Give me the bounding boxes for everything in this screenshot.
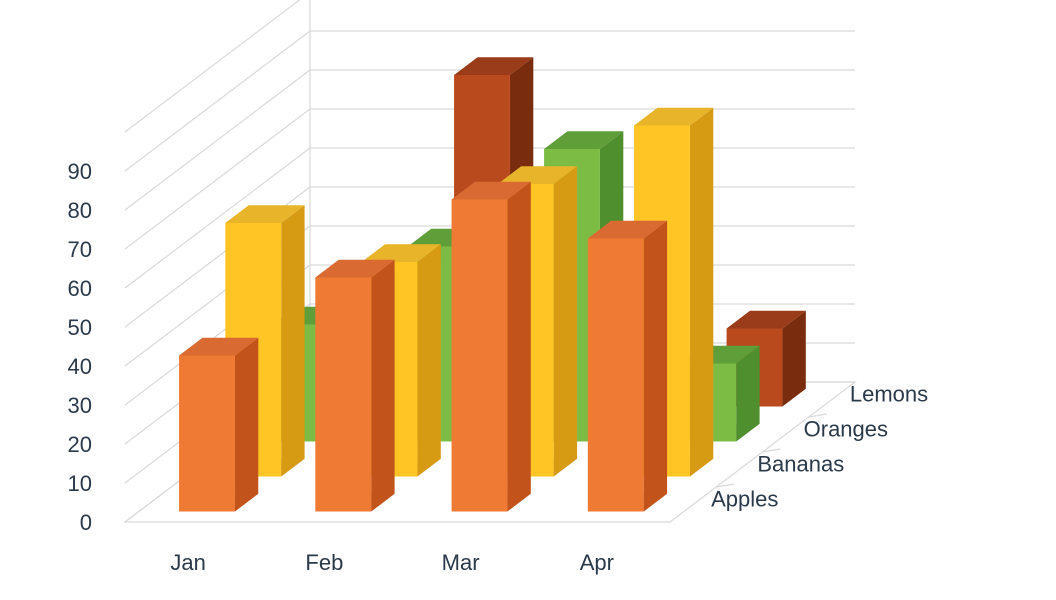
bar-top [451,181,531,200]
y-tick-label: 30 [68,393,92,418]
side-wall-gridline [124,30,311,172]
depth-separator [808,413,827,418]
x-category-label: Mar [442,550,480,575]
series-label: Bananas [757,452,844,477]
bar-top [315,259,395,278]
series-label: Lemons [850,382,928,407]
bar-top [454,57,534,75]
y-tick-label: 90 [68,159,92,184]
chart-bars [179,57,806,512]
bar-front [451,199,508,512]
y-tick-label: 60 [68,276,92,301]
side-wall-gridline [124,108,311,250]
series-axis-labels: Apples Bananas Oranges Lemons [711,382,928,512]
bar-side [417,244,441,477]
bar-top [225,205,305,223]
y-tick-label: 70 [68,237,92,262]
depth-separator [716,483,735,488]
bar-top [587,220,668,239]
x-category-label: Feb [305,550,343,575]
y-axis-ticks: 0 10 20 30 40 50 60 70 80 90 [68,159,92,535]
side-wall-gridline [124,147,311,289]
x-category-label: Apr [580,550,614,575]
bar-top [726,310,806,329]
depth-separator [762,448,781,453]
y-tick-label: 80 [68,198,92,223]
bar-apples-apr [587,220,668,512]
bar-apples-mar [451,181,531,512]
y-tick-label: 40 [68,354,92,379]
y-tick-label: 10 [68,471,92,496]
bar-side [689,107,714,477]
bar-side [553,166,578,477]
bar-top [544,131,624,149]
bar-apples-jan [179,337,259,512]
bar-side [782,310,806,407]
y-tick-label: 0 [80,510,92,535]
x-category-label: Jan [170,550,205,575]
x-axis-categories: Jan Feb Mar Apr [170,550,614,575]
bar-side [371,259,395,512]
side-wall-gridline [124,69,311,211]
series-label: Oranges [804,417,888,442]
bar-side [643,220,668,512]
bar-side [736,345,760,442]
bar-side [507,181,531,512]
y-tick-label: 20 [68,432,92,457]
bar-top [497,166,578,184]
bar-front [587,238,644,512]
y-tick-label: 50 [68,315,92,340]
bar-front [315,277,372,512]
bar-top [634,107,714,126]
bar-apples-feb [315,259,395,512]
bar-top [179,337,259,356]
bar-side [281,205,305,477]
series-label: Apples [711,487,778,512]
side-wall-gridline [124,0,301,133]
bar-top [361,244,441,262]
bar-side [234,337,259,512]
bar-front [179,355,235,512]
